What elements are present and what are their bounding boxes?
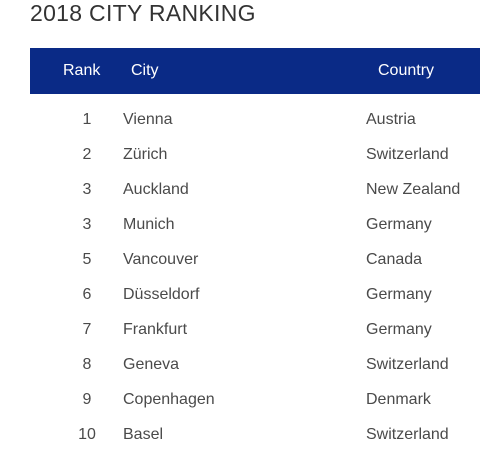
table-row: 1 Vienna Austria [30, 103, 480, 138]
rank-cell: 10 [78, 426, 96, 443]
table-row: 9 Copenhagen Denmark [30, 383, 480, 418]
country-cell: Denmark [366, 391, 431, 408]
rank-cell: 8 [82, 356, 92, 373]
column-header-country: Country [378, 62, 435, 79]
country-cell: Canada [366, 251, 423, 268]
table-row: 5 Vancouver Canada [30, 243, 480, 278]
table-header: Rank City Country [30, 48, 480, 94]
rank-cell: 2 [82, 146, 92, 163]
city-cell: Zürich [123, 146, 168, 163]
rank-cell: 6 [82, 286, 92, 303]
city-cell: Basel [123, 426, 164, 443]
rank-cell: 3 [82, 216, 92, 233]
city-cell: Frankfurt [123, 321, 188, 338]
city-cell: Geneva [123, 356, 180, 373]
table-row: 3 Auckland New Zealand [30, 173, 480, 208]
country-cell: Switzerland [366, 146, 449, 163]
ranking-table-body: 1 Vienna Austria 2 Zürich Switzerland 3 … [30, 103, 480, 453]
country-cell: Austria [366, 111, 416, 128]
country-cell: Germany [366, 321, 432, 338]
country-cell: Germany [366, 216, 432, 233]
country-cell: Switzerland [366, 356, 449, 373]
column-header-city: City [131, 62, 159, 79]
city-cell: Vancouver [123, 251, 199, 268]
rank-cell: 9 [82, 391, 92, 408]
table-row: 10 Basel Switzerland [30, 418, 480, 453]
column-header-rank: Rank [63, 62, 101, 79]
table-row: 7 Frankfurt Germany [30, 313, 480, 348]
city-cell: Copenhagen [123, 391, 215, 408]
rank-cell: 7 [82, 321, 92, 338]
rank-cell: 5 [82, 251, 92, 268]
city-cell: Munich [123, 216, 175, 233]
city-cell: Vienna [123, 111, 173, 128]
country-cell: Germany [366, 286, 432, 303]
table-row: 3 Munich Germany [30, 208, 480, 243]
table-row: 6 Düsseldorf Germany [30, 278, 480, 313]
country-cell: Switzerland [366, 426, 449, 443]
city-cell: Auckland [123, 181, 189, 198]
city-cell: Düsseldorf [123, 286, 200, 303]
table-row: 2 Zürich Switzerland [30, 138, 480, 173]
rank-cell: 1 [82, 111, 92, 128]
table-row: 8 Geneva Switzerland [30, 348, 480, 383]
page-title: 2018 CITY RANKING [30, 0, 256, 26]
rank-cell: 3 [82, 181, 92, 198]
country-cell: New Zealand [366, 181, 461, 198]
